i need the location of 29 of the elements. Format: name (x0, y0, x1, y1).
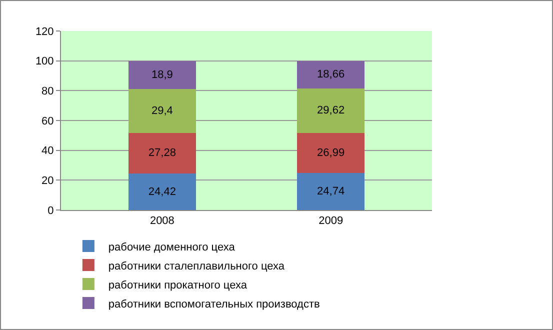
data-label: 18,66 (317, 68, 345, 81)
bar (297, 60, 365, 89)
y-tick-label: 40 (42, 145, 54, 158)
legend-label: работники сталеплавильного цеха (108, 260, 286, 272)
bar (128, 174, 196, 210)
bar (128, 132, 196, 174)
y-tick-label: 100 (35, 56, 54, 68)
y-tick-label: 80 (42, 86, 54, 98)
data-label: 26,99 (317, 146, 345, 159)
y-tick-label: 120 (35, 26, 54, 38)
data-label: 18,9 (151, 68, 173, 81)
y-tick-label: 20 (42, 175, 54, 188)
bar (128, 89, 196, 133)
bar (128, 60, 196, 90)
legend-label: работники вспомогательных производств (108, 298, 320, 310)
bar (297, 88, 365, 133)
x-tick-label: 2008 (150, 215, 174, 228)
data-label: 27,28 (148, 147, 176, 160)
y-tick-label: 0 (48, 204, 54, 217)
bar (297, 173, 365, 210)
bar (297, 132, 365, 174)
data-label: 24,74 (317, 186, 345, 198)
data-label: 29,4 (151, 104, 173, 117)
data-label: 29,62 (317, 104, 345, 117)
y-tick-label: 60 (42, 115, 54, 128)
data-label: 24,42 (148, 186, 176, 198)
legend-label: рабочие доменного цеха (108, 241, 236, 254)
legend-label: работники прокатного цеха (108, 279, 248, 292)
x-tick-label: 2009 (318, 215, 344, 228)
